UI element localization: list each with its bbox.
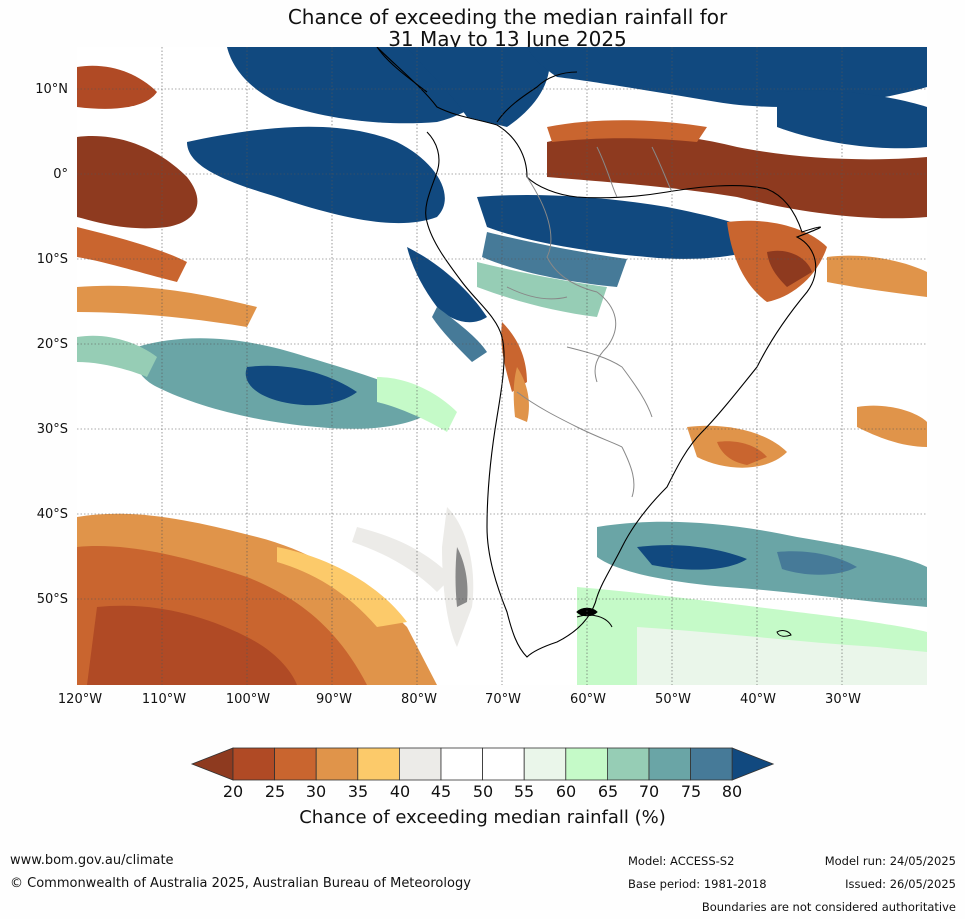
website-url: www.bom.gov.au/climate	[10, 853, 174, 868]
coastlines	[376, 47, 822, 658]
graticule	[77, 47, 927, 685]
copyright-notice: © Commonwealth of Australia 2025, Austra…	[10, 876, 471, 891]
lat-label-20s: 20°S	[36, 337, 68, 352]
lon-label-60w: 60°W	[570, 692, 606, 707]
colorbar-cell-45-50	[440, 747, 483, 781]
lat-label-50s: 50°S	[36, 592, 68, 607]
map-title-line-1: Chance of exceeding the median rainfall …	[287, 5, 728, 29]
colorbar-tick-35: 35	[347, 782, 369, 801]
model-name: Model: ACCESS-S2	[628, 854, 735, 868]
colorbar-cell-20-25	[232, 747, 275, 781]
model-run-date: Model run: 24/05/2025	[824, 854, 956, 868]
colorbar-cell-35-40	[357, 747, 400, 781]
lon-label-100w: 100°W	[225, 692, 271, 707]
lon-label-30w: 30°W	[825, 692, 861, 707]
colorbar-tick-60: 60	[555, 782, 577, 801]
colorbar-cell-55-60	[523, 747, 567, 781]
lat-label-10s: 10°S	[36, 252, 68, 267]
lon-label-40w: 40°W	[740, 692, 776, 707]
lon-label-120w: 120°W	[57, 692, 103, 707]
colorbar-tick-55: 55	[513, 782, 535, 801]
colorbar-tick-50: 50	[472, 782, 494, 801]
colorbar	[190, 747, 775, 781]
colorbar-tick-20: 20	[222, 782, 244, 801]
lat-label-40s: 40°S	[36, 507, 68, 522]
colorbar-cell-30-35	[315, 747, 359, 781]
colorbar-tick-30: 30	[305, 782, 327, 801]
colorbar-tick-25: 25	[264, 782, 286, 801]
lon-label-80w: 80°W	[401, 692, 437, 707]
map-canvas	[77, 47, 927, 685]
map-title-line-2: 31 May to 13 June 2025	[388, 27, 627, 51]
lon-label-90w: 90°W	[316, 692, 352, 707]
colorbar-cell-60-65	[565, 747, 608, 781]
lat-label-30s: 30°S	[36, 422, 68, 437]
colorbar-tick-65: 65	[597, 782, 619, 801]
colorbar-cell-75-80	[690, 747, 733, 781]
lat-label-equator: 0°	[53, 167, 68, 182]
colorbar-cell-40-45	[398, 747, 442, 781]
colorbar-arrow-low	[190, 747, 234, 781]
lat-label-10n: 10°N	[35, 82, 68, 97]
colorbar-cell-25-30	[274, 747, 317, 781]
probability-field	[77, 47, 927, 685]
base-period: Base period: 1981-2018	[628, 877, 767, 891]
colorbar-tick-45: 45	[430, 782, 452, 801]
issued-date: Issued: 26/05/2025	[845, 877, 956, 891]
colorbar-label: Chance of exceeding median rainfall (%)	[299, 807, 666, 828]
colorbar-tick-40: 40	[389, 782, 411, 801]
boundaries-disclaimer: Boundaries are not considered authoritat…	[701, 900, 956, 914]
rainfall-probability-map	[77, 47, 927, 685]
colorbar-arrow-high	[731, 747, 775, 781]
country-borders	[506, 146, 673, 498]
colorbar-cell-65-70	[606, 747, 650, 781]
lon-label-50w: 50°W	[655, 692, 691, 707]
colorbar-cell-50-55	[482, 747, 525, 781]
colorbar-tick-70: 70	[638, 782, 660, 801]
colorbar-tick-75: 75	[680, 782, 702, 801]
colorbar-cell-70-75	[648, 747, 691, 781]
lon-label-70w: 70°W	[485, 692, 521, 707]
colorbar-tick-80: 80	[721, 782, 743, 801]
lon-label-110w: 110°W	[141, 692, 187, 707]
